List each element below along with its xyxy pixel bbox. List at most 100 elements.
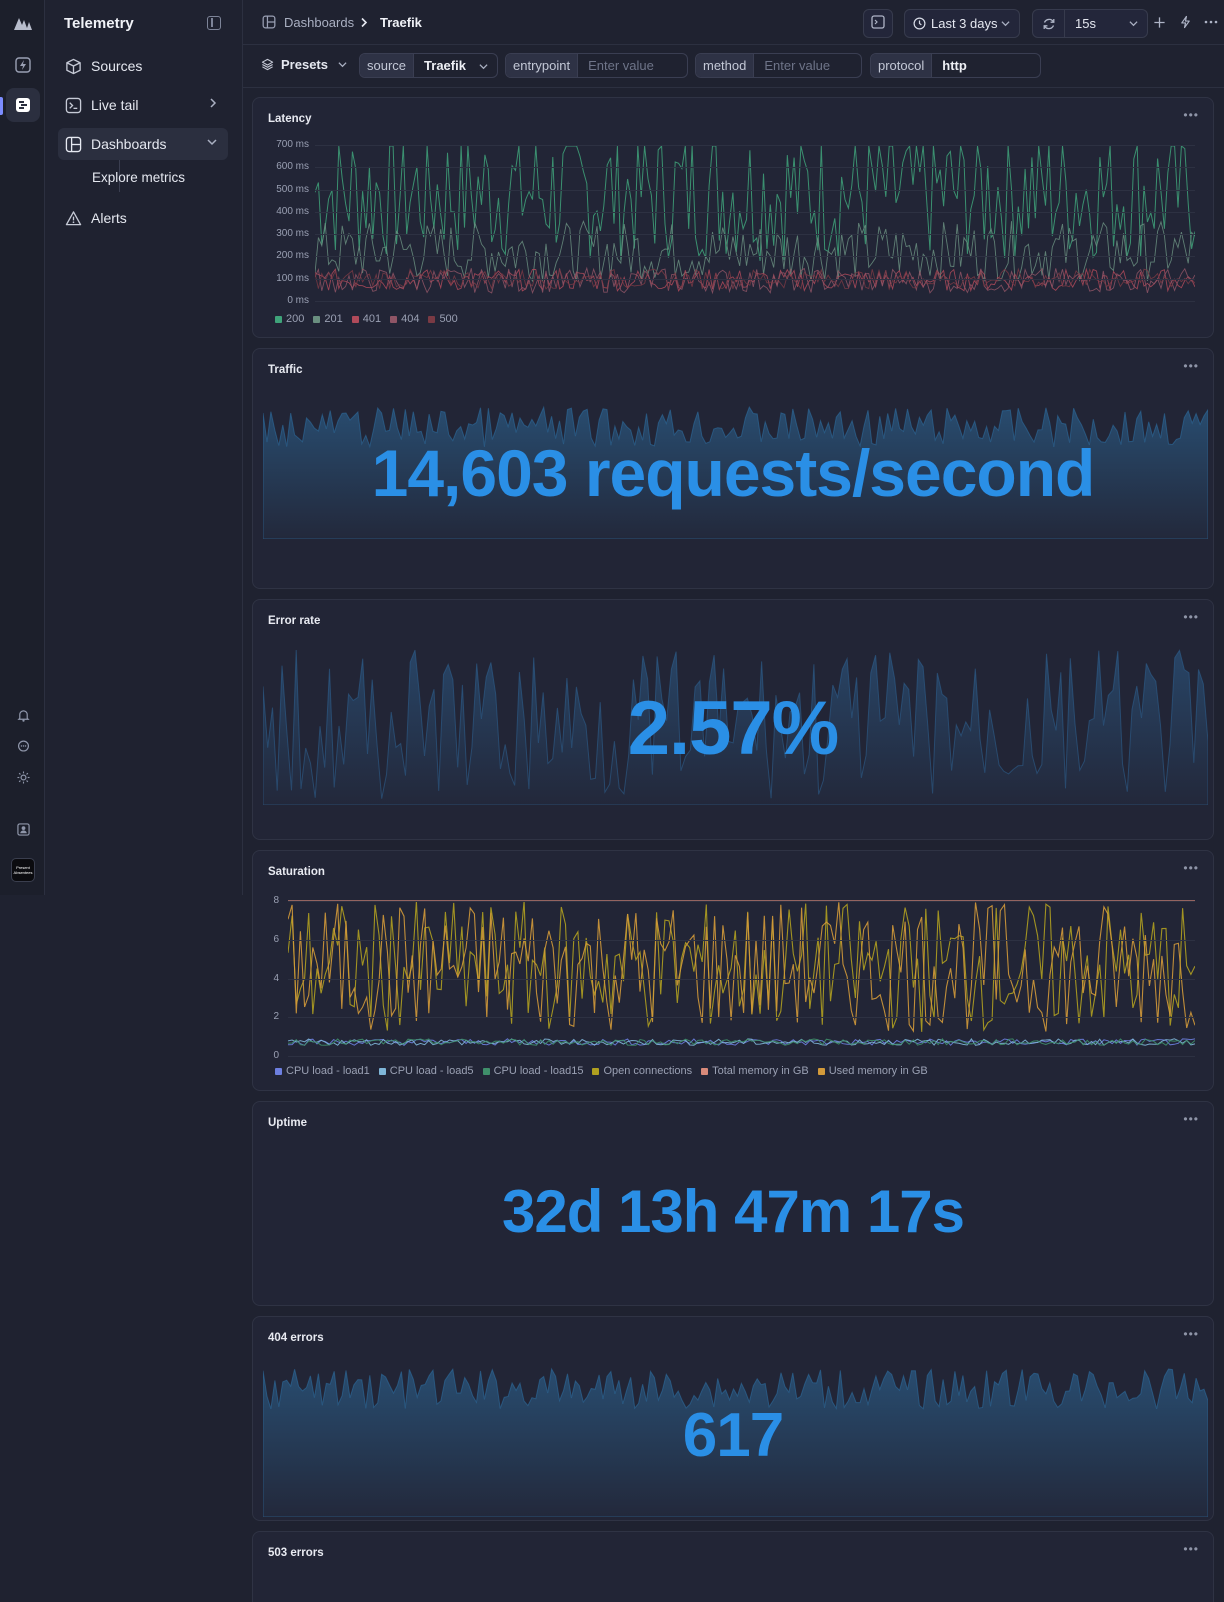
latency-legend: 200 201 401 404 500 bbox=[275, 313, 458, 325]
sidebar-item-label: Alerts bbox=[91, 210, 127, 226]
legend-item-404[interactable]: 404 bbox=[390, 313, 419, 325]
presets-button[interactable]: Presets bbox=[261, 57, 348, 72]
sidebar-item-live-tail[interactable]: Live tail bbox=[58, 89, 228, 121]
cpu-load15-line bbox=[288, 1038, 1195, 1046]
filter-protocol: protocol http bbox=[870, 53, 1041, 78]
icon-rail: Present Absentees bbox=[0, 0, 45, 895]
dashboard-grid-icon bbox=[64, 135, 82, 153]
bolt-square-icon[interactable] bbox=[6, 48, 40, 82]
clock-icon bbox=[913, 17, 926, 30]
chevron-down-icon bbox=[206, 136, 218, 150]
legend-item-201[interactable]: 201 bbox=[313, 313, 343, 325]
collapse-sidebar-icon[interactable] bbox=[207, 16, 221, 30]
sun-theme-icon[interactable] bbox=[14, 768, 32, 786]
uptime-value: 32d 13h 47m 17s bbox=[502, 1178, 965, 1245]
saturation-panel: Saturation ••• CPU load - load1 CPU load… bbox=[252, 850, 1214, 1091]
errors-404-area bbox=[263, 1367, 1208, 1517]
sidebar-item-dashboards[interactable]: Dashboards bbox=[58, 128, 228, 160]
bolt-icon[interactable] bbox=[1177, 14, 1193, 30]
grid-line bbox=[288, 901, 1195, 902]
grid-line bbox=[315, 234, 1195, 236]
panel-menu-icon[interactable]: ••• bbox=[1183, 1327, 1199, 1341]
terminal-icon bbox=[64, 96, 82, 114]
sidebar-item-label: Sources bbox=[91, 58, 143, 74]
breadcrumb-separator-icon bbox=[360, 16, 368, 31]
legend-item-200[interactable]: 200 bbox=[275, 313, 304, 325]
presets-label: Presets bbox=[281, 57, 328, 72]
panel-menu-icon[interactable]: ••• bbox=[1183, 1112, 1199, 1126]
panel-title: 404 errors bbox=[268, 1332, 324, 1344]
filter-key: entrypoint bbox=[506, 54, 579, 77]
latency-series-500 bbox=[315, 267, 1195, 291]
legend-item-cpu-load5[interactable]: CPU load - load5 bbox=[378, 1065, 474, 1077]
filter-source: source Traefik bbox=[359, 53, 498, 78]
sidebar-item-label: Live tail bbox=[91, 97, 139, 113]
telemetry-rail-icon[interactable] bbox=[6, 88, 40, 122]
chevron-right-icon bbox=[208, 97, 218, 112]
y-tick-label: 400 ms bbox=[276, 205, 309, 217]
more-options-icon[interactable] bbox=[1203, 14, 1219, 30]
team-avatar-text: Present Absentees bbox=[13, 865, 33, 875]
legend-item-401[interactable]: 401 bbox=[351, 313, 381, 325]
y-tick-label: 0 ms bbox=[287, 295, 309, 306]
legend-item-open-connections[interactable]: Open connections bbox=[592, 1065, 692, 1077]
app-title: Telemetry bbox=[64, 15, 134, 32]
panel-title: Latency bbox=[268, 113, 312, 125]
grid-line bbox=[315, 211, 1195, 213]
latency-series-201 bbox=[315, 220, 1195, 283]
y-tick-label: 2 bbox=[273, 1011, 279, 1023]
chevron-down-icon bbox=[337, 60, 348, 69]
legend-item-cpu-load1[interactable]: CPU load - load1 bbox=[275, 1065, 370, 1077]
grid-line bbox=[315, 256, 1195, 258]
cube-icon bbox=[64, 57, 82, 75]
chevron-down-icon bbox=[1000, 19, 1011, 28]
team-avatar[interactable]: Present Absentees bbox=[11, 858, 35, 882]
sidebar-item-alerts[interactable]: Alerts bbox=[58, 202, 228, 234]
grid-line bbox=[288, 939, 1195, 941]
panel-menu-icon[interactable]: ••• bbox=[1183, 861, 1199, 875]
latency-series-404 bbox=[315, 266, 1195, 295]
legend-item-500[interactable]: 500 bbox=[428, 313, 458, 325]
panel-menu-icon[interactable]: ••• bbox=[1183, 108, 1199, 122]
filter-method-input[interactable]: Enter value bbox=[764, 58, 831, 73]
saturation-chart[interactable] bbox=[288, 896, 1195, 1056]
panel-menu-icon[interactable]: ••• bbox=[1183, 1542, 1199, 1556]
warning-triangle-icon bbox=[64, 209, 82, 227]
sidebar-item-sources[interactable]: Sources bbox=[58, 50, 228, 82]
time-range-label: Last 3 days bbox=[931, 16, 998, 31]
user-badge-icon[interactable] bbox=[14, 820, 32, 838]
traffic-sparkline bbox=[263, 405, 1208, 539]
panel-menu-icon[interactable]: ••• bbox=[1183, 610, 1199, 624]
y-tick-label: 8 bbox=[273, 895, 279, 906]
legend-item-total-memory[interactable]: Total memory in GB bbox=[701, 1065, 809, 1077]
bell-icon[interactable] bbox=[14, 706, 32, 724]
sidebar: Telemetry Sources Live tail Dashboards E… bbox=[45, 0, 243, 895]
traffic-area bbox=[263, 405, 1208, 539]
rail-active-indicator bbox=[0, 97, 3, 115]
refresh-button[interactable] bbox=[1033, 10, 1065, 37]
sidebar-subitem-explore-metrics[interactable]: Explore metrics bbox=[92, 170, 186, 185]
y-tick-label: 500 ms bbox=[276, 183, 309, 195]
breadcrumb-root[interactable]: Dashboards bbox=[284, 15, 355, 30]
submenu-guide-line bbox=[119, 160, 120, 192]
error-rate-panel: Error rate ••• 2.57% bbox=[252, 599, 1214, 840]
filter-source-select[interactable]: Traefik bbox=[424, 58, 466, 73]
grid-line bbox=[315, 278, 1195, 280]
filter-entrypoint-input[interactable]: Enter value bbox=[588, 58, 654, 73]
refresh-interval-select[interactable]: 15s bbox=[1065, 16, 1147, 31]
query-console-button[interactable] bbox=[863, 9, 893, 38]
legend-item-cpu-load15[interactable]: CPU load - load15 bbox=[482, 1065, 583, 1077]
add-icon[interactable] bbox=[1151, 14, 1167, 30]
panel-title: Error rate bbox=[268, 615, 321, 627]
error-rate-area bbox=[263, 649, 1208, 805]
legend-item-used-memory[interactable]: Used memory in GB bbox=[817, 1065, 928, 1077]
latency-chart[interactable] bbox=[315, 138, 1195, 308]
panel-menu-icon[interactable]: ••• bbox=[1183, 359, 1199, 373]
y-tick-label: 200 ms bbox=[276, 250, 309, 262]
time-range-select[interactable]: Last 3 days bbox=[904, 9, 1020, 38]
grid-line bbox=[315, 189, 1195, 191]
app-logo-icon[interactable] bbox=[6, 6, 40, 40]
chat-bubble-icon[interactable] bbox=[14, 737, 32, 755]
filter-protocol-input[interactable]: http bbox=[942, 58, 967, 73]
error-rate-value: 2.57% bbox=[627, 686, 840, 771]
